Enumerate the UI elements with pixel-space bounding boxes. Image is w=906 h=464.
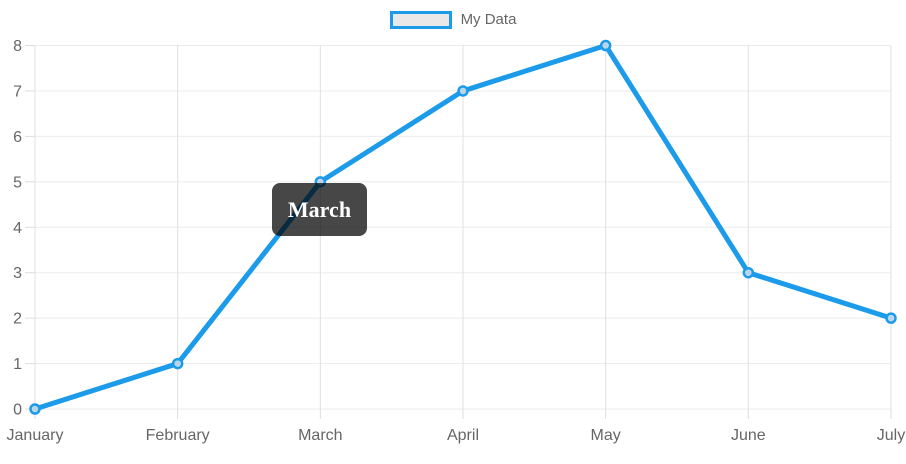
legend-item-my-data[interactable]: My Data (0, 11, 906, 29)
x-axis-label: March (298, 427, 342, 444)
data-point-june[interactable] (742, 266, 755, 279)
x-axis-label: January (7, 427, 64, 444)
data-point-march[interactable] (314, 176, 327, 188)
y-axis-label: 5 (13, 174, 22, 191)
legend-swatch (389, 11, 452, 29)
y-axis-label: 6 (13, 129, 22, 146)
y-axis-label: 2 (13, 311, 22, 328)
data-point-february[interactable] (171, 357, 184, 370)
x-axis-label: June (731, 427, 766, 444)
x-axis-label: July (877, 427, 905, 444)
y-axis-label: 4 (13, 220, 22, 237)
y-axis-label: 3 (13, 265, 22, 282)
x-axis-label: April (447, 427, 479, 444)
x-axis-label: May (591, 427, 621, 444)
data-point-may[interactable] (599, 39, 612, 52)
data-point-july[interactable] (885, 312, 897, 324)
data-point-january[interactable] (29, 403, 41, 415)
x-axis-label: February (146, 427, 210, 444)
y-axis-label: 1 (13, 356, 22, 373)
y-axis-label: 7 (13, 83, 22, 100)
y-axis-label: 8 (13, 38, 22, 55)
legend-label: My Data (460, 11, 517, 28)
data-point-april[interactable] (457, 85, 469, 97)
y-axis-label: 0 (13, 402, 22, 419)
